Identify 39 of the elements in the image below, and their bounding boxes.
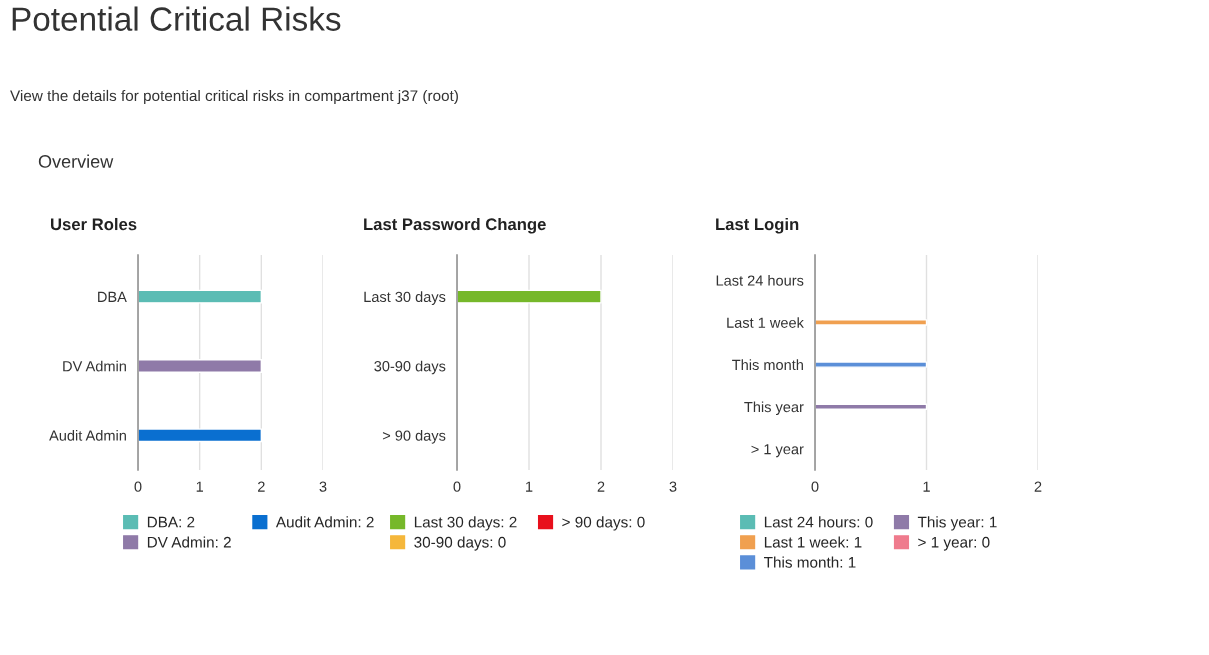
legend-label: Last 24 hours: 0 <box>764 516 873 528</box>
x-tick-label: 1 <box>923 481 930 492</box>
y-tick-label: Last 1 week <box>727 317 804 328</box>
x-tick-label: 0 <box>453 481 461 492</box>
text: View the details for potential critical risks in compartment j37 (root) <box>10 89 458 105</box>
text: Potential Critical Risks <box>12 6 341 31</box>
y-tick-label: > 1 year <box>751 444 804 458</box>
y-tick-label: DV Admin <box>63 360 126 372</box>
legend-label: > 1 year: 0 <box>918 536 990 551</box>
legend-label: DBA: 2 <box>147 516 195 528</box>
y-tick-label: Audit Admin <box>49 430 126 441</box>
legend-label: Last 1 week: 1 <box>764 536 862 548</box>
chart-title: Last Login <box>716 217 799 234</box>
x-tick-label: 1 <box>196 481 204 492</box>
legend-label: 30-90 days: 0 <box>414 536 506 551</box>
y-tick-label: Last 24 hours <box>716 275 804 286</box>
x-tick-label: 2 <box>1034 481 1042 492</box>
chart-title: Last Password Change <box>364 217 546 234</box>
legend-label: DV Admin: 2 <box>147 536 231 548</box>
y-tick-label: Last 30 days <box>364 291 446 305</box>
legend-label: > 90 days: 0 <box>562 516 645 531</box>
legend-label: Last 30 days: 2 <box>414 516 517 531</box>
x-tick-label: 3 <box>669 481 677 492</box>
y-tick-label: DBA <box>98 291 127 302</box>
x-tick-label: 1 <box>526 481 533 492</box>
y-tick-label: This year <box>744 401 804 416</box>
legend-label: This month: 1 <box>764 556 856 568</box>
y-tick-label: This month <box>732 359 803 371</box>
x-tick-label: 2 <box>597 481 605 492</box>
y-tick-label: > 90 days <box>382 430 446 444</box>
x-tick-label: 2 <box>258 481 265 492</box>
x-tick-label: 3 <box>319 481 327 492</box>
x-tick-label: 0 <box>134 481 142 492</box>
text: Overview <box>38 154 114 168</box>
chart-title: User Roles <box>51 217 137 231</box>
legend-label: Audit Admin: 2 <box>275 516 374 528</box>
x-tick-label: 0 <box>811 481 819 492</box>
y-tick-label: 30-90 days <box>374 360 446 375</box>
legend-label: This year: 1 <box>917 516 997 531</box>
